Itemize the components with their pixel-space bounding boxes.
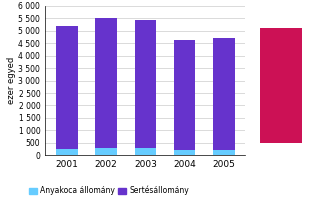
Bar [95,147,117,155]
Y-axis label: ezer egyed: ezer egyed [7,57,16,104]
Bar [95,19,117,155]
Bar [174,40,195,155]
FancyBboxPatch shape [260,27,302,144]
Bar [135,20,156,155]
Bar [213,150,235,155]
Bar [213,38,235,155]
Bar [135,148,156,155]
Legend: Anyakoca állomány, Sertésállomány: Anyakoca állomány, Sertésállomány [29,186,189,195]
Bar [174,150,195,155]
Bar [56,148,78,155]
Bar [56,26,78,155]
